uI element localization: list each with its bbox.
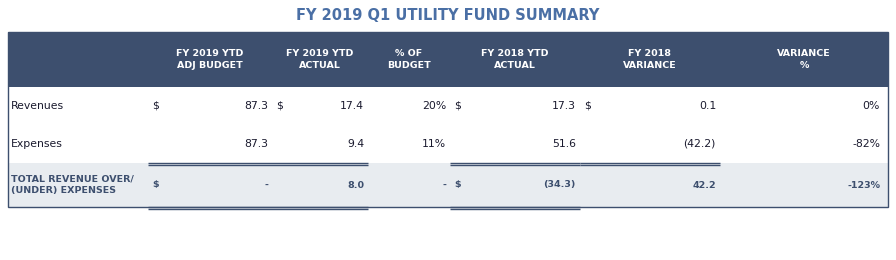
Bar: [8, 163, 888, 207]
Text: FY 2018 YTD
ACTUAL: FY 2018 YTD ACTUAL: [481, 49, 548, 70]
Text: -: -: [442, 180, 446, 190]
Text: Expenses: Expenses: [11, 139, 63, 149]
Text: FY 2019 YTD
ADJ BUDGET: FY 2019 YTD ADJ BUDGET: [177, 49, 244, 70]
Text: FY 2019 YTD
ACTUAL: FY 2019 YTD ACTUAL: [287, 49, 354, 70]
Text: 11%: 11%: [422, 139, 446, 149]
Text: 87.3: 87.3: [244, 101, 268, 111]
Text: 17.4: 17.4: [340, 101, 364, 111]
Text: -: -: [264, 180, 268, 190]
Text: 8.0: 8.0: [347, 180, 364, 190]
Text: $: $: [584, 101, 590, 111]
Text: TOTAL REVENUE OVER/
(UNDER) EXPENSES: TOTAL REVENUE OVER/ (UNDER) EXPENSES: [11, 175, 134, 195]
Bar: [8, 125, 888, 163]
Text: 51.6: 51.6: [552, 139, 576, 149]
Text: -123%: -123%: [847, 180, 880, 190]
Text: 0%: 0%: [863, 101, 880, 111]
Text: (42.2): (42.2): [684, 139, 716, 149]
Text: 0.1: 0.1: [699, 101, 716, 111]
Text: VARIANCE
%: VARIANCE %: [777, 49, 831, 70]
Text: $: $: [454, 180, 461, 190]
Text: 9.4: 9.4: [347, 139, 364, 149]
Text: $: $: [152, 101, 159, 111]
Text: 20%: 20%: [422, 101, 446, 111]
Text: 42.2: 42.2: [693, 180, 716, 190]
Text: $: $: [152, 180, 159, 190]
Text: FY 2018
VARIANCE: FY 2018 VARIANCE: [623, 49, 676, 70]
Text: 87.3: 87.3: [244, 139, 268, 149]
Bar: [8, 87, 888, 125]
Text: Revenues: Revenues: [11, 101, 65, 111]
Text: -82%: -82%: [852, 139, 880, 149]
Text: (34.3): (34.3): [544, 180, 576, 190]
Text: 17.3: 17.3: [552, 101, 576, 111]
Text: $: $: [454, 101, 461, 111]
Bar: [8, 32, 888, 87]
Text: % OF
BUDGET: % OF BUDGET: [387, 49, 431, 70]
Text: $: $: [276, 101, 283, 111]
Text: FY 2019 Q1 UTILITY FUND SUMMARY: FY 2019 Q1 UTILITY FUND SUMMARY: [297, 8, 599, 23]
Bar: [8, 32, 888, 207]
